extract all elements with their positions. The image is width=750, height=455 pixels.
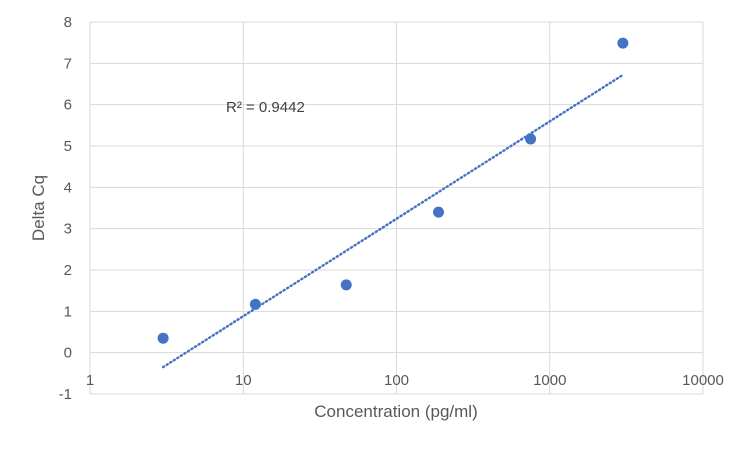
y-tick-label: -1	[59, 386, 72, 403]
data-point	[433, 206, 445, 218]
y-tick-labels: -1 0 1 2 3 4 5 6 7 8	[59, 14, 72, 403]
y-tick-label: 8	[64, 14, 72, 31]
r-squared-annotation: R² = 0.9442	[226, 99, 305, 116]
x-tick-label: 1000	[533, 372, 566, 389]
y-axis-title: Delta Cq	[29, 175, 48, 241]
y-tick-label: 7	[64, 55, 72, 72]
y-tick-label: 3	[64, 221, 72, 238]
y-tick-label: 4	[64, 179, 72, 196]
data-point	[340, 279, 352, 291]
data-points	[157, 37, 629, 344]
trendline-group	[161, 73, 625, 369]
data-point	[249, 298, 261, 310]
data-point	[525, 133, 537, 145]
x-tick-label: 1	[86, 372, 94, 389]
y-tick-label: 2	[64, 262, 72, 279]
y-tick-label: 1	[64, 303, 72, 320]
data-point	[157, 332, 169, 344]
y-tick-label: 6	[64, 97, 72, 114]
data-point	[617, 37, 629, 49]
x-axis-title: Concentration (pg/ml)	[314, 402, 477, 421]
y-tick-label: 5	[64, 138, 72, 155]
x-tick-label: 10	[235, 372, 252, 389]
trendline	[161, 73, 625, 369]
x-tick-label: 100	[384, 372, 409, 389]
x-tick-labels: 1 10 100 1000 10000	[86, 372, 724, 389]
y-tick-label: 0	[64, 345, 72, 362]
x-tick-label: 10000	[682, 372, 724, 389]
gridlines	[89, 21, 704, 395]
